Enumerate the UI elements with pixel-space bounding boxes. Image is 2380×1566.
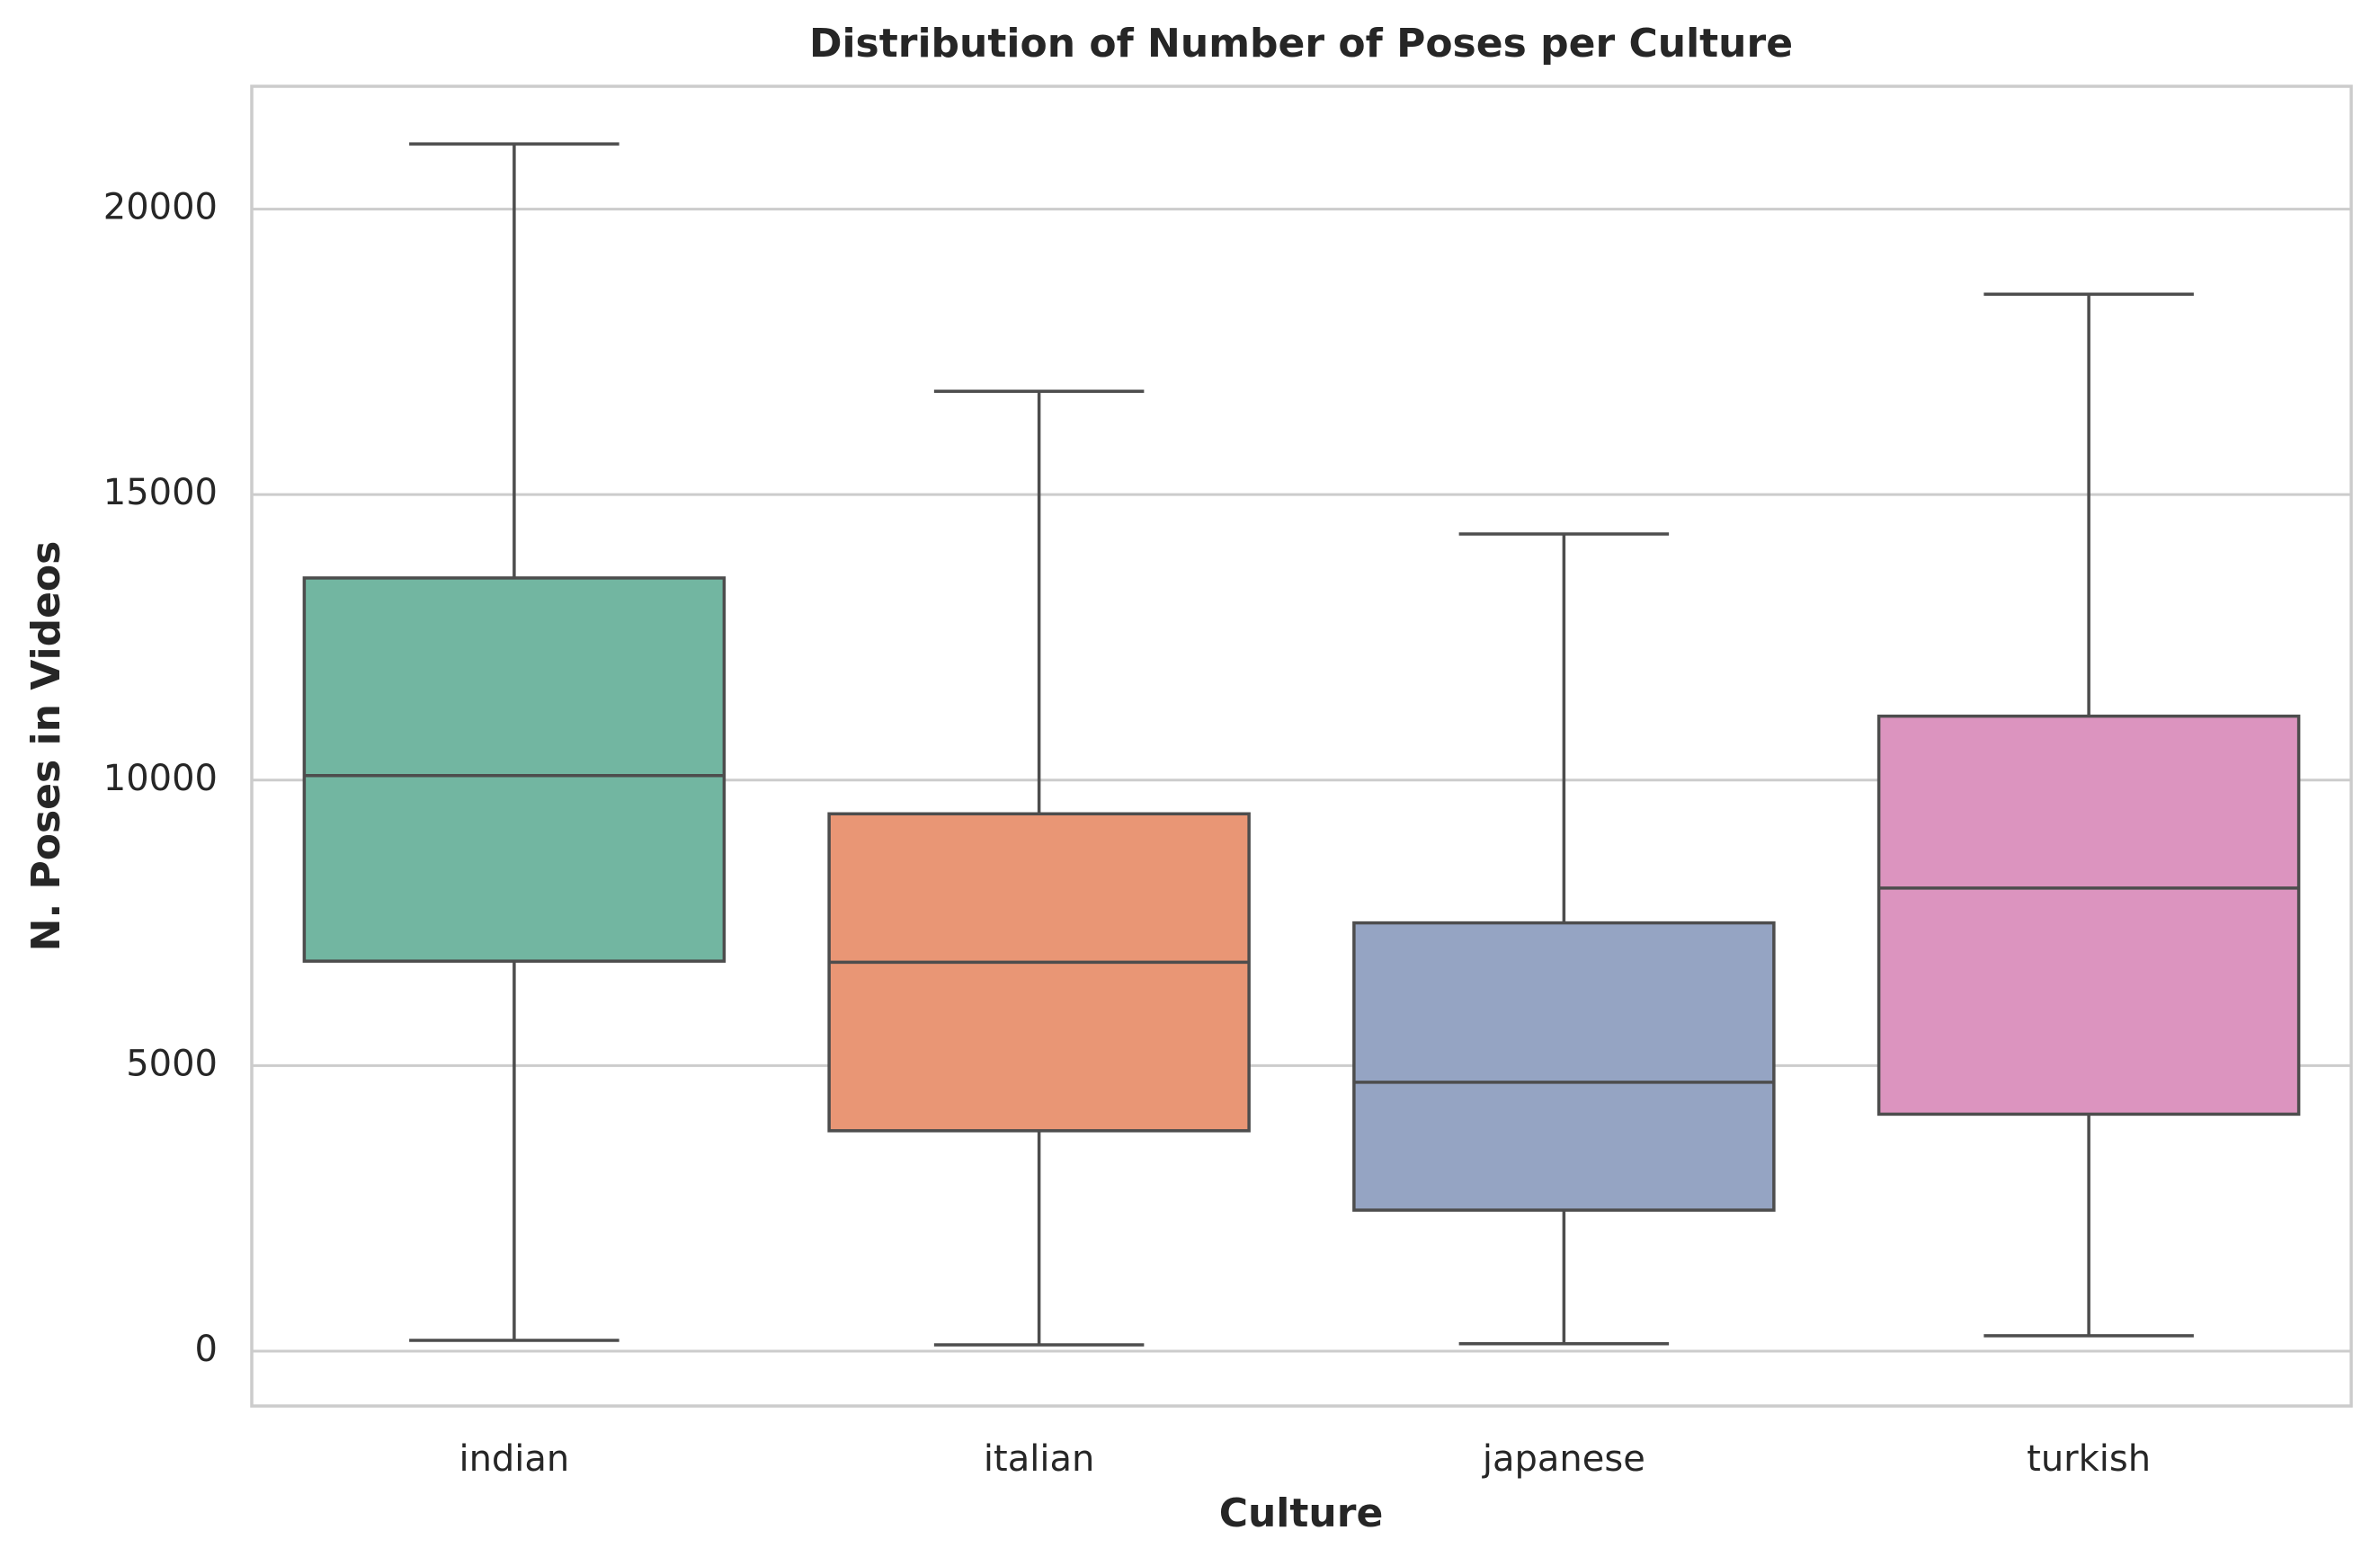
x-tick-label: turkish bbox=[2027, 1438, 2151, 1480]
y-tick-label: 15000 bbox=[103, 472, 218, 513]
chart-title: Distribution of Number of Poses per Cult… bbox=[809, 21, 1793, 67]
x-tick-label: japanese bbox=[1482, 1438, 1645, 1480]
y-axis-label: N. Poses in Videos bbox=[23, 541, 69, 952]
x-tick-label: indian bbox=[459, 1438, 569, 1480]
plot-frame bbox=[250, 85, 2353, 1408]
box bbox=[302, 576, 726, 963]
box bbox=[1352, 921, 1776, 1212]
y-tick-label: 5000 bbox=[126, 1043, 218, 1084]
y-tick-label: 20000 bbox=[103, 187, 218, 228]
y-tick-label: 10000 bbox=[103, 758, 218, 799]
x-axis-label: Culture bbox=[1219, 1490, 1384, 1536]
box bbox=[1876, 714, 2301, 1117]
y-tick-label: 0 bbox=[195, 1329, 218, 1370]
box bbox=[827, 812, 1251, 1133]
x-tick-label: italian bbox=[984, 1438, 1094, 1480]
